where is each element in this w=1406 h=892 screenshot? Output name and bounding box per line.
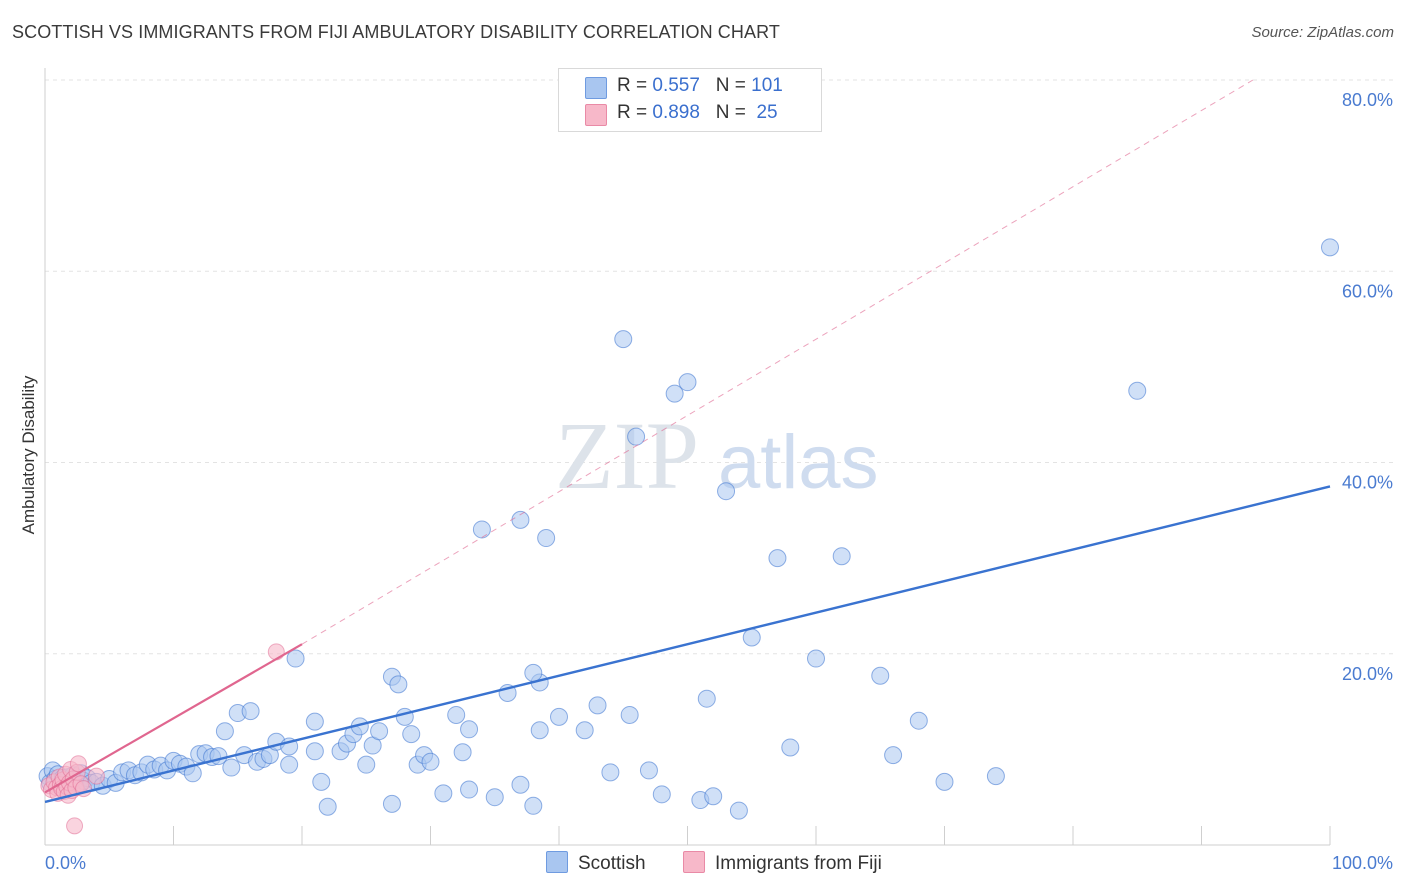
scottish-point <box>639 761 658 780</box>
y-tick-label: 40.0% <box>1342 473 1393 493</box>
scottish-point <box>614 330 633 349</box>
scottish-point <box>382 794 401 813</box>
scottish-point <box>434 784 453 803</box>
scottish-point <box>215 722 234 741</box>
watermark-zip: ZIP <box>555 402 699 509</box>
grid <box>45 79 1393 655</box>
bottom-legend-label-fiji: Immigrants from Fiji <box>715 853 882 874</box>
legend-r-value-fiji: 0.898 <box>652 102 700 123</box>
scottish-point <box>222 758 241 777</box>
bottom-legend-fiji: Immigrants from Fiji <box>683 851 882 875</box>
scottish-point <box>402 725 421 744</box>
scottish-point <box>807 649 825 668</box>
fiji-trend-extension <box>301 79 1254 645</box>
legend-r-value-scottish: 0.557 <box>652 75 700 96</box>
scottish-point <box>472 520 491 539</box>
fiji-trend-line <box>44 643 303 794</box>
fiji-point <box>66 817 84 835</box>
tick-labels: 20.0% 40.0% 60.0% 80.0% 0.0% 100.0% <box>45 90 1393 873</box>
scottish-point <box>305 742 324 761</box>
scottish-point <box>460 720 479 739</box>
scottish-point <box>620 705 639 724</box>
scottish-point <box>524 796 543 815</box>
bottom-legend-swatch-fiji <box>683 851 705 873</box>
y-tick-label: 20.0% <box>1342 664 1393 684</box>
legend-swatch-fiji <box>585 104 607 126</box>
scottish-point <box>286 649 305 668</box>
scottish-point <box>909 711 928 730</box>
bottom-legend-scottish: Scottish <box>546 851 646 875</box>
scottish-point <box>280 755 299 774</box>
scottish-point <box>357 755 376 774</box>
scottish-point <box>241 702 260 721</box>
scottish-points <box>38 238 1339 820</box>
scottish-point <box>511 775 530 794</box>
trend-lines <box>44 79 1331 804</box>
chart-title: SCOTTISH VS IMMIGRANTS FROM FIJI AMBULAT… <box>12 22 780 42</box>
scottish-point <box>601 763 620 782</box>
scottish-point <box>986 767 1005 786</box>
scottish-point <box>717 482 736 501</box>
legend-r-label: R = <box>617 102 648 123</box>
scottish-point <box>511 510 530 529</box>
bottom-legend-swatch-scottish <box>546 851 568 873</box>
scottish-point <box>742 628 761 647</box>
legend-r-label: R = <box>617 75 648 96</box>
scottish-point <box>537 529 556 548</box>
scottish-point <box>550 707 568 726</box>
legend: R = 0.557 N = 101 R = 0.898 N = 25 <box>558 68 822 132</box>
scottish-point <box>485 788 504 807</box>
scottish-point <box>318 797 337 816</box>
scottish-point <box>447 705 466 724</box>
legend-n-label: N = <box>715 75 746 96</box>
scottish-point <box>781 738 800 757</box>
y-tick-label: 60.0% <box>1342 281 1393 301</box>
legend-n-value-scottish: 101 <box>751 75 783 96</box>
scottish-point <box>652 785 671 804</box>
legend-n-label: N = <box>715 102 746 123</box>
scottish-point <box>530 721 549 740</box>
scottish-point <box>389 675 408 694</box>
legend-n-value-fiji: 25 <box>756 102 778 123</box>
scottish-point <box>832 547 851 566</box>
scottish-point <box>575 721 594 740</box>
scottish-point <box>588 696 607 715</box>
scottish-point <box>627 427 646 446</box>
x-tick-label: 100.0% <box>1332 853 1393 873</box>
fiji-points <box>40 643 285 835</box>
scottish-point <box>421 752 440 771</box>
scottish-point <box>312 772 331 791</box>
axes <box>44 68 1331 846</box>
scottish-point <box>729 801 748 820</box>
scottish-point <box>453 743 472 762</box>
scottish-point <box>697 689 716 708</box>
fiji-point <box>69 755 87 773</box>
scottish-point <box>1321 238 1339 257</box>
watermark: ZIP atlas <box>555 402 879 509</box>
legend-swatch-scottish <box>585 77 607 99</box>
scottish-point <box>884 746 903 765</box>
watermark-atlas: atlas <box>718 420 879 505</box>
scottish-point <box>395 707 414 726</box>
scottish-point <box>871 666 890 685</box>
scottish-point <box>305 712 324 731</box>
source-label: Source: ZipAtlas.com <box>1251 24 1394 41</box>
scottish-point <box>665 384 684 403</box>
scottish-point <box>460 780 479 799</box>
y-axis-label: Ambulatory Disability <box>19 375 38 534</box>
fiji-point <box>87 767 105 785</box>
bottom-legend-label-scottish: Scottish <box>578 853 646 874</box>
scottish-point <box>1128 381 1147 400</box>
scottish-point <box>524 663 543 682</box>
y-tick-label: 80.0% <box>1342 90 1393 110</box>
scottish-point <box>768 549 787 568</box>
x-tick-label: 0.0% <box>45 853 86 873</box>
scottish-point <box>704 787 723 806</box>
scottish-point <box>935 772 954 791</box>
scottish-point <box>370 722 389 741</box>
scottish-trend-line <box>44 485 1331 804</box>
fiji-point <box>267 643 285 661</box>
scottish-point <box>678 373 697 392</box>
